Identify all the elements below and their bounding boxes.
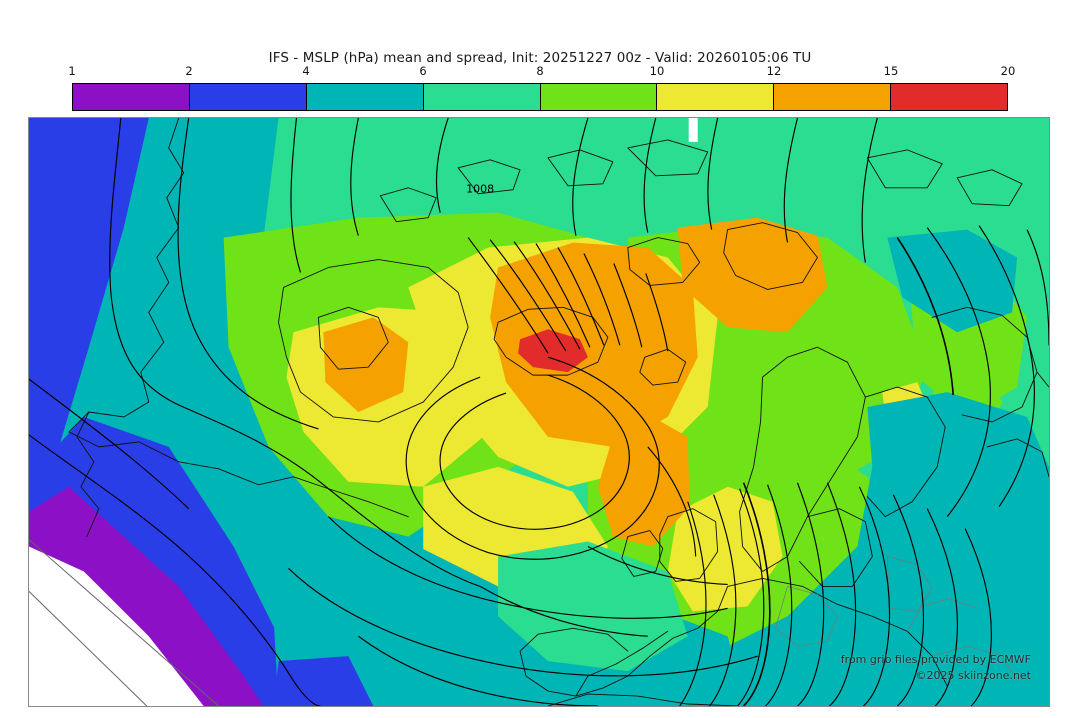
colorbar-tick-2: 2 (185, 64, 193, 78)
chart-title: IFS - MSLP (hPa) mean and spread, Init: … (268, 50, 812, 66)
colorbar-tick-10: 10 (649, 64, 665, 78)
colorbar-tick-15: 15 (883, 64, 899, 78)
attribution: from grib files provided by ECMWF ©2025 … (841, 652, 1031, 684)
colorbar-band-15-20 (891, 84, 1007, 110)
attribution-copyright: ©2025 skiinzone.net (915, 669, 1031, 682)
map-top-notch-marker (29, 118, 1049, 706)
isobar-label: 1008 (466, 183, 494, 196)
colorbar: 1 2 4 6 8 10 12 15 20 (68, 64, 1015, 111)
map-canvas[interactable]: 1008 from grib files provided by ECMWF ©… (28, 117, 1050, 707)
colorbar-tick-20: 20 (1000, 64, 1016, 78)
colorbar-tick-6: 6 (419, 64, 427, 78)
isobar-contour-layer (29, 118, 1049, 706)
colorbar-tick-12: 12 (766, 64, 782, 78)
spread-shading-layer (29, 118, 1049, 706)
colorbar-band-6-8 (423, 84, 541, 110)
colorbar-band-1-2 (73, 84, 190, 110)
colorbar-tick-1: 1 (68, 64, 76, 78)
colorbar-band-10-12 (657, 84, 775, 110)
colorbar-band-4-6 (306, 84, 424, 110)
colorbar-band-12-15 (774, 84, 892, 110)
coastline-layer (29, 118, 1049, 706)
colorbar-gradient (72, 83, 1008, 111)
colorbar-tick-labels: 1 2 4 6 8 10 12 15 20 (68, 64, 1015, 82)
colorbar-band-2-4 (189, 84, 307, 110)
colorbar-band-8-10 (540, 84, 658, 110)
colorbar-tick-8: 8 (536, 64, 544, 78)
contour-label-layer: 1008 (29, 118, 1049, 706)
colorbar-tick-4: 4 (302, 64, 310, 78)
attribution-source: from grib files provided by ECMWF (840, 653, 1031, 666)
